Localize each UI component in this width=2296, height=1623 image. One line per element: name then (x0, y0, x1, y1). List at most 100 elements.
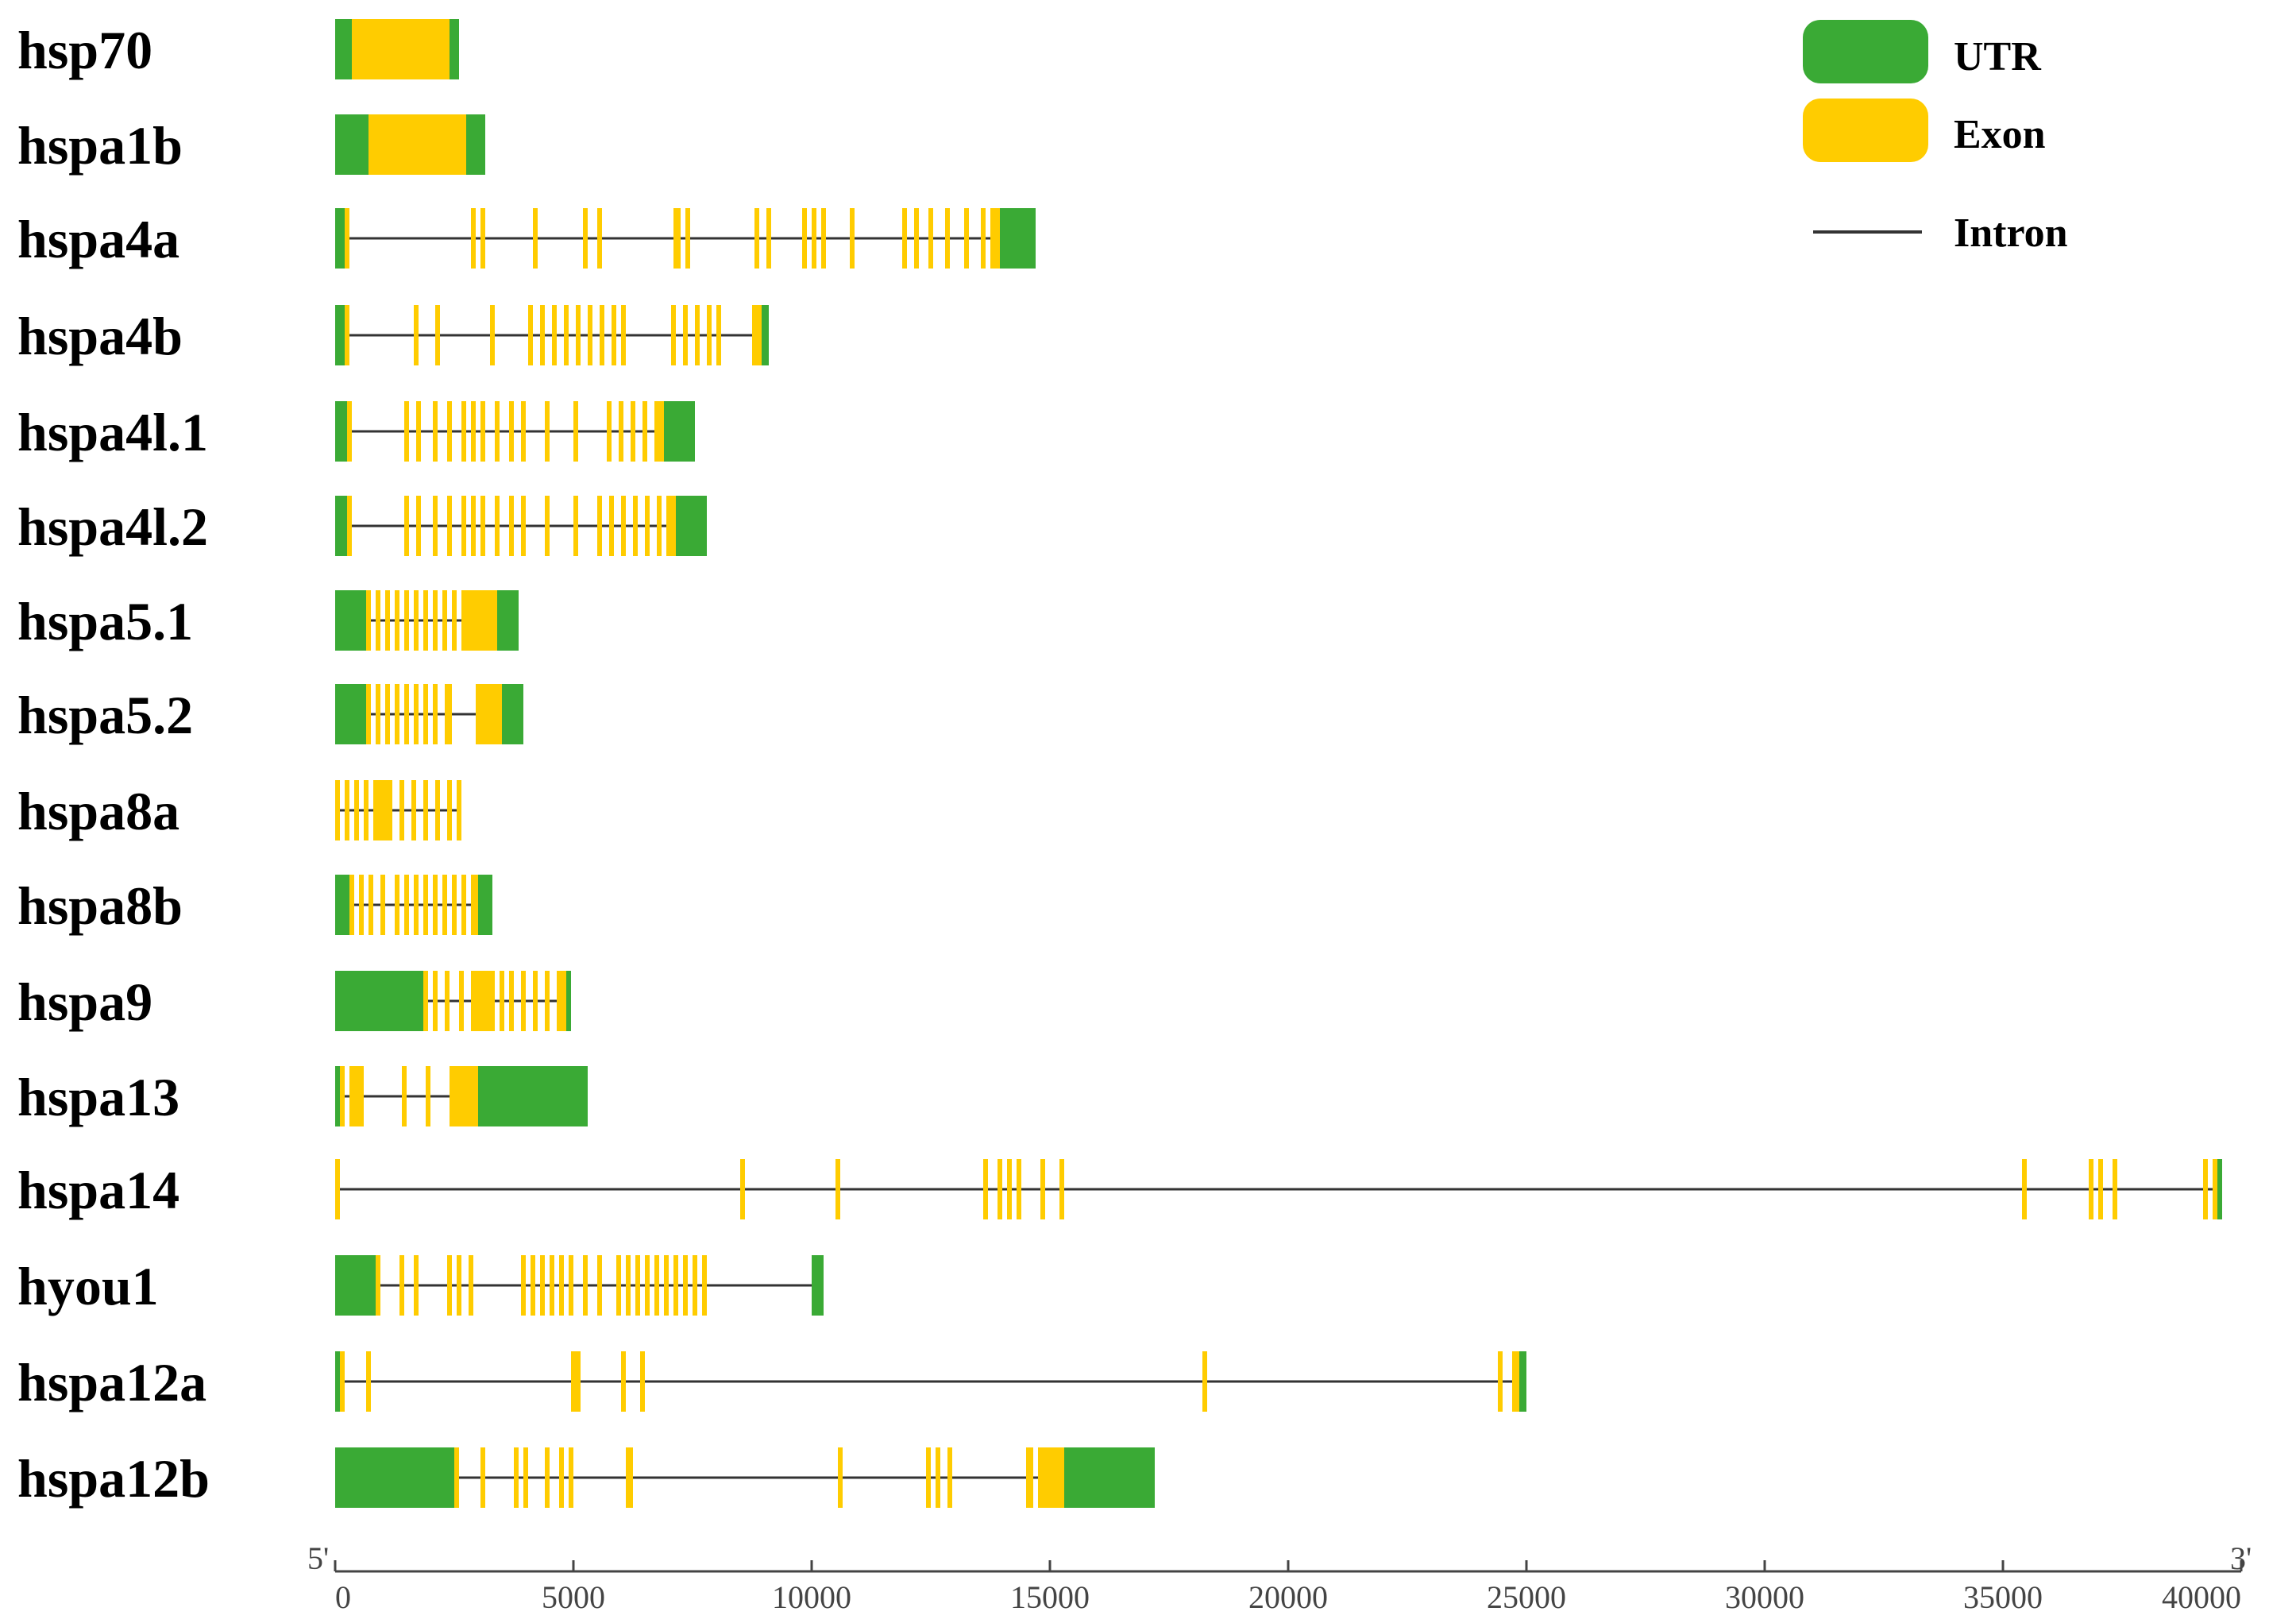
exon-block (654, 1255, 659, 1316)
exon-block (573, 401, 578, 462)
exon-block (902, 208, 907, 269)
exon-block (404, 684, 409, 744)
legend-utr-label: UTR (1954, 34, 2042, 79)
exon-block (349, 875, 354, 935)
exon-block (395, 875, 399, 935)
exon-block (657, 496, 662, 556)
exon-block (435, 780, 440, 840)
axis-tick-label: 15000 (1010, 1579, 1090, 1615)
exon-block (385, 590, 390, 651)
exon-block (545, 496, 550, 556)
exon-block (621, 305, 626, 365)
exon-block (559, 1447, 564, 1508)
exon-block (2098, 1159, 2103, 1219)
utr-block (762, 305, 769, 365)
exon-block (645, 496, 650, 556)
exon-block (821, 208, 826, 269)
legend-utr-swatch (1803, 20, 1928, 83)
exon-block (335, 780, 340, 840)
exon-block (433, 590, 438, 651)
exon-block (433, 401, 438, 462)
exon-block (1202, 1351, 1207, 1412)
exon-block (490, 305, 495, 365)
exon-block (683, 1255, 688, 1316)
exon-block (588, 305, 592, 365)
utr-block (812, 1255, 824, 1316)
utr-block (335, 590, 366, 651)
exon-block (369, 114, 466, 175)
exon-block (673, 1255, 678, 1316)
exon-block (812, 208, 816, 269)
exon-block (645, 1255, 650, 1316)
exon-block (471, 875, 478, 935)
exon-block (447, 780, 452, 840)
gene-track-hspa4l-2: hspa4l.2 (17, 496, 707, 557)
exon-block (345, 208, 349, 269)
exon-block (345, 780, 349, 840)
exon-block (654, 401, 664, 462)
exon-block (838, 1447, 843, 1508)
exon-block (480, 208, 485, 269)
exon-block (411, 780, 416, 840)
exon-block (404, 496, 409, 556)
exon-block (514, 1447, 519, 1508)
exon-block (352, 19, 450, 79)
exon-block (607, 401, 612, 462)
exon-block (673, 208, 681, 269)
exon-block (683, 305, 688, 365)
exon-block (423, 684, 428, 744)
exon-block (766, 208, 771, 269)
exon-block (366, 590, 371, 651)
exon-block (521, 1255, 526, 1316)
gene-label: hspa4a (17, 209, 179, 269)
utr-block (566, 971, 571, 1031)
utr-block (335, 1255, 376, 1316)
gene-label: hspa5.1 (17, 591, 193, 651)
exon-block (523, 1447, 528, 1508)
exon-block (521, 496, 526, 556)
exon-block (540, 305, 545, 365)
exon-block (521, 401, 526, 462)
exon-block (399, 780, 404, 840)
utr-block (478, 875, 492, 935)
gene-label: hyou1 (17, 1256, 159, 1316)
utr-block (450, 19, 459, 79)
gene-tracks: hsp70 hspa1b hspa4a hspa4b hspa4l.1 hspa4l.2 h… (17, 19, 2222, 1509)
exon-block (459, 971, 464, 1031)
exon-block (571, 1351, 581, 1412)
exon-block (461, 590, 497, 651)
exon-block (433, 684, 438, 744)
gene-label: hspa14 (17, 1160, 179, 1220)
exon-block (1038, 1447, 1064, 1508)
exon-block (433, 971, 438, 1031)
gene-track-hspa5-2: hspa5.2 (17, 684, 523, 745)
exon-block (469, 1255, 473, 1316)
exon-block (359, 875, 364, 935)
exon-block (402, 1066, 407, 1126)
gene-track-hyou1: hyou1 (17, 1255, 824, 1316)
exon-block (564, 305, 569, 365)
exon-block (835, 1159, 840, 1219)
exon-block (2022, 1159, 2027, 1219)
utr-block (335, 208, 345, 269)
exon-block (621, 496, 626, 556)
exon-block (2089, 1159, 2093, 1219)
exon-block (569, 1255, 573, 1316)
exon-block (695, 305, 700, 365)
axis-start-label: 5' (307, 1540, 329, 1576)
utr-block (1519, 1351, 1526, 1412)
exon-block (616, 1255, 621, 1316)
exon-block (354, 780, 359, 840)
exon-block (533, 208, 538, 269)
exon-block (471, 971, 495, 1031)
exon-block (707, 305, 712, 365)
exon-block (376, 684, 380, 744)
exon-block (447, 401, 452, 462)
exon-block (345, 305, 349, 365)
utr-block (1064, 1447, 1155, 1508)
exon-block (2213, 1159, 2217, 1219)
exon-block (364, 780, 369, 840)
exon-block (573, 496, 578, 556)
axis-tick-label: 40000 (2162, 1579, 2241, 1615)
exon-block (347, 401, 352, 462)
